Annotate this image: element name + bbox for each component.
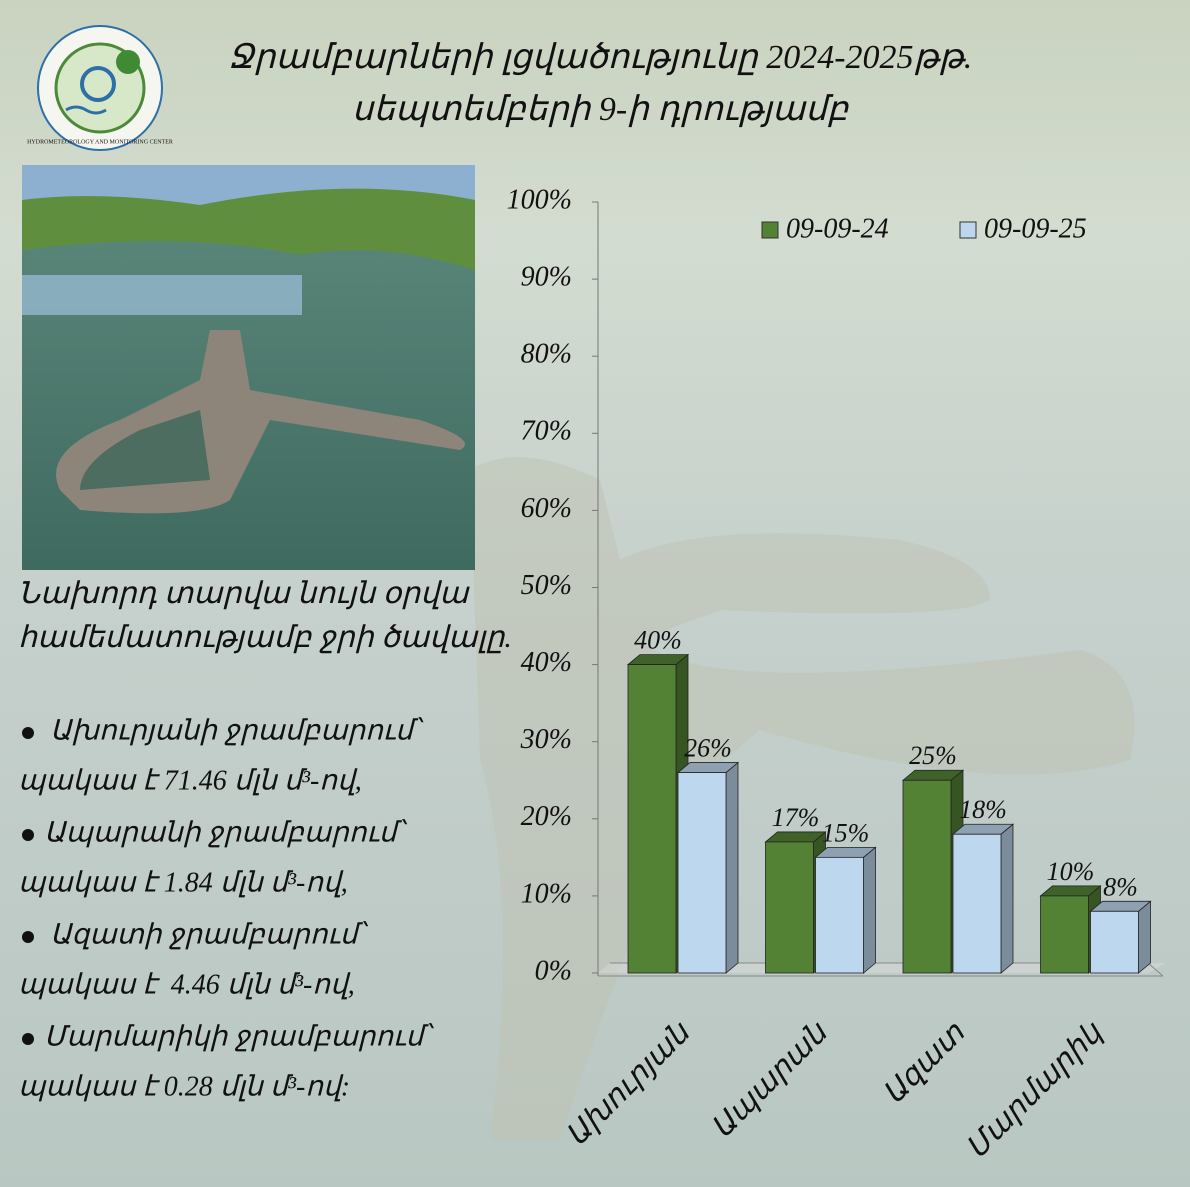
bar bbox=[1090, 910, 1139, 974]
logo-text: HYDROMETEOROLOGY AND MONITORING CENTER bbox=[27, 139, 173, 145]
bar-side bbox=[863, 846, 876, 974]
legend-swatch bbox=[761, 221, 779, 239]
legend-label: 09-09-24 bbox=[786, 213, 889, 244]
bullet bbox=[22, 829, 34, 841]
floor bbox=[598, 963, 1166, 973]
bullet bbox=[22, 931, 34, 943]
bullet bbox=[22, 1033, 34, 1045]
item-text: պակաս է 71.46 մլն մ³-ով, bbox=[18, 765, 362, 796]
value-label: 10% bbox=[1047, 857, 1095, 886]
value-label: 17% bbox=[772, 803, 820, 832]
bar bbox=[952, 833, 1002, 974]
intro-text: համեմատությամբ ջրի ծավալը. bbox=[18, 621, 512, 654]
y-tick-label: 90% bbox=[521, 262, 572, 293]
item-name: Մարմարիկի ջրամբարում՝ bbox=[44, 1021, 434, 1052]
value-label: 15% bbox=[822, 818, 870, 847]
y-tick-label: 0% bbox=[535, 955, 572, 986]
item-name: Ախուրյանի ջրամբարում՝ bbox=[50, 715, 424, 746]
intro-text: Նախորդ տարվա նույն օրվա bbox=[18, 577, 470, 610]
bar bbox=[765, 841, 814, 974]
y-tick-label: 80% bbox=[521, 339, 572, 370]
bar bbox=[1040, 895, 1089, 974]
item-text: պակաս է 4.46 մլն մ³-ով, bbox=[18, 969, 355, 1000]
floor-edge bbox=[1147, 962, 1164, 977]
value-label: 8% bbox=[1103, 872, 1138, 901]
item-text: պակաս է 0.28 մլն մ³-ով: bbox=[18, 1071, 350, 1102]
value-label: 18% bbox=[959, 795, 1007, 824]
bar bbox=[677, 772, 727, 974]
items: Ախուրյանի ջրամբարում՝ պակաս է 71.46 մլն մ… bbox=[18, 715, 434, 1102]
y-tick-label: 100% bbox=[507, 184, 572, 215]
y-tick-label: 30% bbox=[520, 724, 572, 755]
value-label: 40% bbox=[634, 626, 682, 655]
bar-side bbox=[1000, 823, 1014, 974]
y-tick-label: 60% bbox=[521, 493, 572, 524]
bar bbox=[815, 856, 864, 974]
value-label: 25% bbox=[909, 741, 957, 770]
item-text: պակաս է 1.84 մլն մ³-ով, bbox=[18, 867, 348, 898]
bullet bbox=[22, 727, 34, 739]
bar bbox=[902, 779, 952, 974]
y-tick-label: 10% bbox=[521, 878, 572, 909]
legend-swatch bbox=[959, 221, 977, 239]
y-tick-label: 20% bbox=[521, 801, 572, 832]
y-tick-label: 40% bbox=[521, 647, 572, 678]
item-name: Ազատի ջրամբարում՝ bbox=[50, 919, 368, 950]
title-line: սեպտեմբերի 9-ի դրությամբ bbox=[352, 91, 850, 128]
item-name: Ապարանի ջրամբարում՝ bbox=[44, 817, 407, 848]
background-structure bbox=[470, 457, 1135, 1141]
bar-side bbox=[725, 761, 739, 974]
y-tick-label: 50% bbox=[521, 570, 572, 601]
bar-side bbox=[1138, 900, 1151, 974]
value-label: 26% bbox=[684, 734, 732, 763]
photo bbox=[22, 165, 475, 570]
title-line: Ջրամբարների լցվածությունը 2024-2025թթ. bbox=[228, 39, 972, 76]
y-tick-label: 70% bbox=[521, 416, 572, 447]
legend-label: 09-09-25 bbox=[984, 213, 1087, 244]
logo: HYDROMETEOROLOGY AND MONITORING CENTER bbox=[27, 25, 173, 151]
bar bbox=[627, 664, 677, 974]
